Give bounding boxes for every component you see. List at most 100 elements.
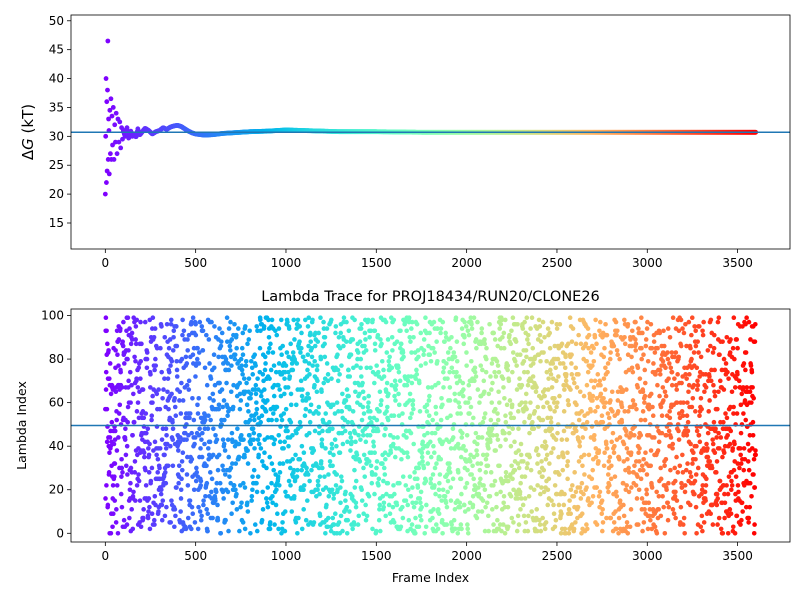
lambda-point [559, 511, 564, 516]
lambda-point [229, 511, 234, 516]
lambda-point [735, 345, 740, 351]
lambda-point [668, 435, 674, 440]
lambda-point [196, 432, 202, 438]
lambda-point [230, 500, 235, 506]
lambda-point [562, 387, 567, 392]
lambda-point [238, 398, 244, 403]
lambda-point [269, 417, 275, 423]
lambda-point [444, 361, 449, 366]
lambda-point [168, 321, 174, 327]
lambda-point [216, 452, 222, 458]
lambda-point [441, 385, 446, 390]
delta-g-point [104, 99, 110, 105]
lambda-point [366, 393, 372, 399]
lambda-point [128, 480, 133, 486]
lambda-point [163, 446, 169, 451]
lambda-point [185, 483, 191, 488]
lambda-point [199, 454, 205, 460]
lambda-point [160, 395, 165, 401]
lambda-point [412, 470, 417, 475]
lambda-trace-y-tick-label: 40 [49, 439, 64, 453]
lambda-point [465, 467, 470, 473]
lambda-point [613, 489, 619, 495]
lambda-point [258, 446, 264, 451]
lambda-point [217, 326, 222, 331]
lambda-point [492, 337, 498, 342]
lambda-point [546, 376, 551, 381]
delta-g-point [102, 191, 108, 197]
lambda-point [680, 413, 686, 419]
lambda-point [432, 350, 437, 355]
lambda-point [644, 491, 650, 497]
lambda-point [281, 446, 286, 451]
lambda-point [336, 520, 342, 525]
lambda-point [408, 339, 413, 344]
lambda-point [325, 372, 331, 377]
lambda-point [334, 443, 339, 449]
lambda-point [591, 437, 597, 442]
lambda-point [639, 463, 645, 469]
lambda-point [274, 417, 279, 423]
lambda-point [268, 341, 273, 347]
lambda-point [581, 452, 587, 458]
delta-g-point [113, 139, 118, 145]
lambda-point [700, 332, 706, 338]
lambda-point [250, 474, 255, 479]
lambda-point [574, 385, 580, 390]
lambda-point [400, 474, 406, 479]
lambda-point [186, 332, 192, 338]
lambda-point [191, 487, 197, 493]
lambda-point [246, 376, 252, 381]
lambda-point [117, 402, 123, 408]
lambda-trace-x-tick-label: 1500 [361, 549, 392, 563]
lambda-point [242, 526, 248, 532]
lambda-point [690, 395, 696, 401]
lambda-point [242, 454, 247, 460]
delta-g-point [108, 96, 114, 102]
lambda-point [344, 387, 350, 392]
lambda-point [564, 437, 570, 442]
lambda-point [400, 411, 405, 416]
lambda-point [549, 498, 554, 503]
lambda-point [641, 467, 646, 473]
lambda-point [685, 400, 690, 405]
lambda-point [547, 461, 552, 466]
lambda-point [473, 374, 479, 379]
lambda-point [210, 515, 215, 521]
lambda-point [202, 417, 208, 423]
lambda-point [694, 365, 700, 371]
lambda-point [708, 378, 714, 384]
lambda-point [610, 430, 616, 436]
lambda-point [330, 426, 335, 432]
lambda-point [448, 413, 453, 419]
lambda-point [390, 504, 396, 510]
lambda-point [131, 489, 136, 495]
delta-g-point [107, 151, 113, 157]
lambda-point [445, 376, 450, 381]
lambda-point [433, 522, 439, 527]
lambda-point [521, 513, 527, 519]
lambda-point [304, 465, 309, 471]
lambda-point [374, 363, 379, 368]
lambda-point [204, 463, 209, 469]
lambda-point [678, 343, 684, 349]
lambda-point [509, 328, 514, 334]
lambda-point [710, 522, 716, 527]
lambda-point [725, 491, 731, 497]
lambda-point [497, 400, 502, 405]
lambda-point [694, 530, 699, 536]
lambda-point [605, 472, 611, 477]
lambda-trace-x-axis-label: Frame Index [392, 570, 469, 585]
lambda-point [657, 372, 663, 377]
lambda-point [751, 530, 757, 536]
lambda-point [274, 487, 279, 493]
lambda-point [674, 498, 680, 503]
lambda-point [745, 441, 751, 447]
lambda-point [141, 507, 146, 512]
lambda-point [502, 395, 507, 401]
lambda-point [673, 350, 679, 355]
lambda-point [106, 376, 112, 381]
lambda-point [326, 493, 332, 499]
lambda-point [136, 365, 142, 371]
lambda-point [316, 483, 321, 488]
